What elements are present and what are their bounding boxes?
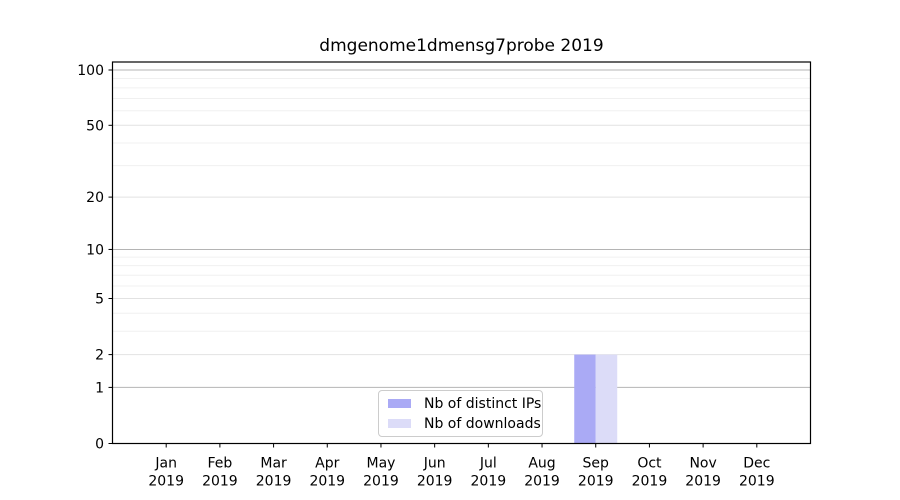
x-tick-label-month: Aug bbox=[528, 456, 555, 472]
bar-sep-downloads bbox=[595, 354, 618, 444]
x-tick-label-year: 2019 bbox=[471, 474, 507, 490]
x-tick-label-month: Jul bbox=[479, 456, 497, 472]
x-tick-label-month: May bbox=[366, 456, 395, 472]
chart-title: dmgenome1dmensg7probe 2019 bbox=[319, 36, 603, 56]
x-tick-label-month: Apr bbox=[315, 456, 339, 472]
x-tick-label-year: 2019 bbox=[578, 474, 614, 490]
x-tick-label-year: 2019 bbox=[417, 474, 453, 490]
y-tick-label: 50 bbox=[86, 118, 104, 134]
y-tick-label: 5 bbox=[95, 291, 104, 307]
x-tick-label-month: Sep bbox=[583, 456, 610, 472]
x-tick-label-month: Dec bbox=[743, 456, 770, 472]
x-tick-label-year: 2019 bbox=[363, 474, 399, 490]
x-tick-label-month: Oct bbox=[637, 456, 662, 472]
x-tick-label-year: 2019 bbox=[524, 474, 560, 490]
x-tick-label-month: Mar bbox=[260, 456, 287, 472]
x-tick-label-year: 2019 bbox=[739, 474, 775, 490]
legend-item-downloads: Nb of downloads bbox=[388, 416, 541, 432]
y-tick-label: 1 bbox=[95, 380, 104, 396]
x-tick-label-year: 2019 bbox=[632, 474, 668, 490]
x-tick-label-year: 2019 bbox=[148, 474, 184, 490]
x-tick-label-month: Jun bbox=[423, 456, 446, 472]
legend-swatch-downloads bbox=[388, 419, 411, 428]
y-tick-label: 100 bbox=[77, 63, 104, 79]
legend-item-distinct-ips: Nb of distinct IPs bbox=[388, 396, 541, 412]
y-tick-label: 20 bbox=[86, 190, 104, 206]
x-tick-label-month: Feb bbox=[207, 456, 232, 472]
bar-sep-distinct-ips bbox=[574, 354, 596, 444]
y-tick-label: 10 bbox=[86, 242, 104, 258]
legend-swatch-distinct-ips bbox=[388, 399, 411, 408]
x-tick-label-year: 2019 bbox=[202, 474, 238, 490]
x-tick-label-year: 2019 bbox=[256, 474, 292, 490]
legend-label-distinct-ips: Nb of distinct IPs bbox=[424, 395, 542, 412]
x-tick-label-month: Jan bbox=[154, 456, 177, 472]
legend: Nb of distinct IPs Nb of downloads bbox=[378, 390, 543, 437]
x-tick-label-year: 2019 bbox=[309, 474, 345, 490]
y-tick-label: 0 bbox=[95, 437, 104, 453]
y-tick-label: 2 bbox=[95, 348, 104, 364]
x-tick-label-month: Nov bbox=[689, 456, 716, 472]
axes-spines bbox=[111, 61, 812, 445]
x-tick-label-year: 2019 bbox=[685, 474, 721, 490]
legend-label-downloads: Nb of downloads bbox=[424, 415, 541, 432]
